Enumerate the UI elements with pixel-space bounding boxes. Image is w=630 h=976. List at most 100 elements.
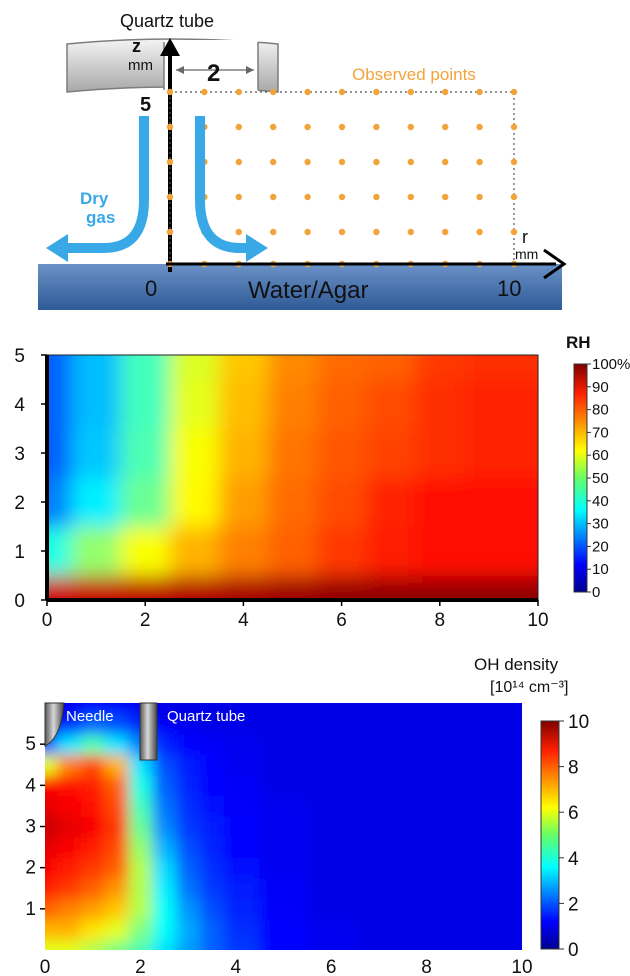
heatmap-cell (402, 816, 452, 838)
heatmap-cell (223, 816, 261, 838)
heatmap-cell (128, 816, 153, 838)
heatmap-cell (355, 857, 404, 879)
heatmap-cell (200, 795, 225, 817)
heatmap-cell (218, 355, 269, 381)
heatmap-cell (513, 428, 538, 479)
observed-point (304, 193, 311, 201)
heatmap-cell (366, 477, 416, 528)
rh-colorbar-tick-label: 60 (592, 447, 609, 464)
heatmap-cell (45, 919, 58, 941)
heatmap-cell (56, 795, 82, 817)
observed-point (373, 88, 380, 96)
heatmap-cell (415, 526, 465, 577)
heatmap-cell (80, 898, 106, 920)
heatmap-cell (56, 898, 82, 920)
dry-gas-arrowhead-right (246, 234, 268, 262)
rh-x-tick-label: 4 (238, 610, 249, 631)
heatmap-cell (464, 379, 515, 430)
heatmap-cell (307, 836, 356, 858)
heatmap-cell (200, 775, 225, 797)
rh-colorbar-tick-label: 40 (592, 493, 609, 510)
heatmap-cell (498, 939, 522, 950)
observed-point (476, 193, 483, 201)
heatmap-cell (267, 379, 318, 430)
heatmap-cell (402, 857, 452, 879)
heatmap-cell (152, 919, 177, 941)
oh-x-tick-label: 0 (40, 957, 51, 976)
heatmap-cell (355, 775, 404, 797)
heatmap-cell (450, 775, 499, 797)
rh-colorbar-labels: 100% 90 80 70 60 50 40 30 20 10 0 (587, 356, 630, 601)
heatmap-cell (218, 575, 269, 600)
observed-point (476, 88, 483, 96)
heatmap-cell (450, 898, 499, 920)
heatmap-cell (223, 836, 261, 858)
heatmap-cell (259, 733, 308, 756)
needle (44, 702, 65, 747)
heatmap-cell (267, 575, 318, 600)
heatmap-cell (317, 575, 367, 600)
z-axis-unit: mm (128, 57, 153, 74)
oh-colorbar-tick-label: 0 (568, 940, 579, 961)
heatmap-cell (128, 795, 153, 817)
heatmap-cell (56, 877, 82, 900)
heatmap-cell (120, 575, 171, 600)
heatmap-cell (366, 428, 416, 479)
heatmap-cell (450, 733, 499, 756)
heatmap-cell (152, 857, 177, 879)
dry-gas-arrowhead-left (46, 234, 68, 262)
tube-gap (164, 40, 258, 92)
observed-point (442, 123, 449, 131)
heatmap-cell (259, 795, 308, 817)
heatmap-cell (464, 526, 515, 577)
heatmap-cell (259, 775, 308, 797)
oh-colorbar-title: OH density (474, 655, 559, 674)
observed-points (166, 88, 518, 268)
heatmap-cell (355, 713, 404, 735)
heatmap-cell (402, 877, 452, 900)
heatmap-cell (71, 477, 122, 528)
heatmap-cell (80, 919, 106, 941)
rh-colorbar-tick-label: 20 (592, 538, 609, 555)
oh-heatmap-cells (45, 703, 522, 950)
rh-ticks: 0 2 4 6 8 10 0 1 2 3 4 5 (14, 346, 548, 631)
heatmap-cell (307, 877, 356, 900)
heatmap-cell (513, 477, 538, 528)
heatmap-cell (498, 795, 522, 817)
heatmap-cell (366, 526, 416, 577)
observed-point (304, 228, 311, 236)
heatmap-cell (176, 775, 201, 797)
observed-point (338, 158, 346, 166)
heatmap-cell (259, 898, 308, 920)
heatmap-cell (45, 898, 58, 920)
r-axis-label: r (522, 227, 528, 247)
quartz-tube-wall (139, 702, 158, 761)
rh-colorbar-tick-label: 0 (592, 584, 600, 601)
heatmap-cell (498, 703, 522, 714)
observed-point (407, 158, 414, 166)
heatmap-cell (307, 857, 356, 879)
heatmap-cell (267, 428, 318, 479)
observed-point (476, 228, 483, 236)
heatmap-cell (200, 919, 225, 941)
quartz-tube-label: Quartz tube (167, 708, 245, 725)
observed-point (510, 123, 518, 131)
observed-point (235, 158, 242, 166)
observed-point (270, 158, 277, 166)
oh-y-tick-label: 3 (25, 817, 36, 838)
heatmap-cell (120, 477, 171, 528)
heatmap-cell (200, 703, 225, 714)
heatmap-cell (267, 526, 318, 577)
heatmap-cell (176, 857, 201, 879)
heatmap-cell (402, 939, 452, 950)
observed-point (373, 228, 380, 236)
observed-point (442, 88, 449, 96)
observed-point (510, 158, 518, 166)
heatmap-cell (218, 428, 269, 479)
heatmap-cell (200, 898, 225, 920)
heatmap-cell (104, 919, 130, 941)
heatmap-cell (176, 703, 201, 714)
heatmap-cell (450, 836, 499, 858)
oh-colorbar-labels: 10 8 6 4 2 0 (559, 712, 589, 961)
heatmap-cell (223, 939, 261, 950)
